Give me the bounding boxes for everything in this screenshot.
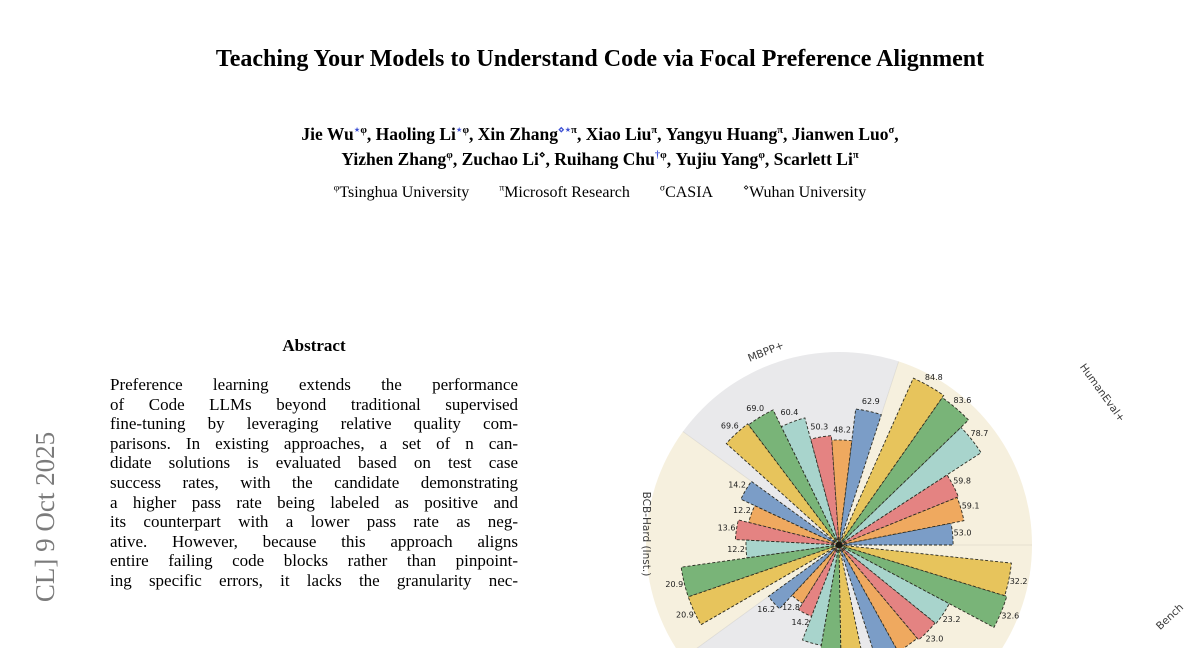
abstract-line: its counterpart with a lower pass rate a… xyxy=(110,512,518,532)
affiliations: φTsinghua University πMicrosoft Research σ… xyxy=(333,182,867,201)
bar-value-label: 50.3 xyxy=(810,423,828,432)
superscript-marker: φ xyxy=(360,125,367,137)
chart-bar-yellow xyxy=(687,544,840,626)
bar-value-label: 20.9 xyxy=(665,580,683,589)
chart-bar-yellow xyxy=(838,377,945,546)
chart-bar-green xyxy=(747,409,840,546)
superscript-marker: φ xyxy=(758,150,765,162)
bar-value-label: 59.1 xyxy=(962,502,980,511)
superscript-marker: π xyxy=(651,125,658,137)
bar-value-label: 16.2 xyxy=(757,605,775,614)
chart-bar-green xyxy=(820,544,842,648)
abstract-text: Preference learning extends the performa… xyxy=(110,375,518,591)
chart-bar-blue xyxy=(767,544,840,610)
bar-value-label: 23.2 xyxy=(943,615,961,624)
abstract-line: entire failing code blocks rather than p… xyxy=(110,551,518,571)
bar-value-label: 32.6 xyxy=(1001,612,1019,621)
bar-value-label: 78.7 xyxy=(970,429,988,438)
bar-value-label: 12.2 xyxy=(727,545,745,554)
superscript-marker: ⋆ xyxy=(455,125,463,137)
chart-sector-label: BCB-Hard (Inst.) xyxy=(640,491,652,577)
superscript-marker: ⋆ xyxy=(353,125,361,137)
superscript-marker: † xyxy=(654,150,661,162)
superscript-marker: φ xyxy=(446,150,453,162)
bar-value-label: 60.4 xyxy=(780,408,798,417)
abstract-line: ative. However, because this approach al… xyxy=(110,531,518,551)
rose-chart-svg: 53.0 59.1 59.8 78.7 83.6 84.8 62.9 48.2 50.3 60.4… xyxy=(646,351,1032,648)
author-line-2: Yizhen Zhangφ, Zuchao Li⋄, Ruihang Chu†φ… xyxy=(341,149,859,169)
chart-bar-blue xyxy=(740,480,840,546)
superscript-marker: π xyxy=(499,182,505,194)
bar-value-label: 32.2 xyxy=(1010,577,1028,586)
abstract-line: ing specific errors, it lacks the granul… xyxy=(110,570,518,590)
superscript-marker: φ xyxy=(462,125,470,137)
superscript-marker: π xyxy=(852,150,859,162)
chart-bar-yellow xyxy=(725,423,840,546)
bar-value-label: 14.2 xyxy=(728,481,746,490)
bar-value-label: 23.0 xyxy=(925,634,943,643)
arxiv-watermark: CL] 9 Oct 2025 xyxy=(30,431,60,603)
bar-value-label: 69.6 xyxy=(721,421,739,430)
bar-value-label: 12.8 xyxy=(782,603,800,612)
superscript-marker: ⋄ xyxy=(538,150,546,162)
chart-bar-teal xyxy=(838,544,950,625)
bar-value-label: 13.6 xyxy=(718,524,736,533)
abstract-line: Preference learning extends the performa… xyxy=(110,375,518,394)
superscript-marker: ⋄ xyxy=(743,182,750,194)
chart-bar-orange xyxy=(791,544,840,605)
chart-bar-green xyxy=(838,544,1008,629)
chart-bar-orange xyxy=(838,544,918,648)
chart-bar-blue xyxy=(838,408,882,546)
chart-bar-red xyxy=(734,519,840,546)
bar-value-label: 69.0 xyxy=(746,404,764,413)
author-line-1: Jie Wu⋆φ, Haoling Li⋆φ, Xin Zhang⋄⋆π, Xi… xyxy=(301,124,899,144)
bar-value-label: 84.8 xyxy=(925,373,943,382)
bar-value-label: 53.0 xyxy=(954,529,972,538)
superscript-marker: π xyxy=(777,125,783,137)
abstract-line: fine-tuning by leveraging relative quali… xyxy=(110,414,518,434)
chart-bar-blue xyxy=(838,544,897,648)
superscript-marker: ⋆ xyxy=(564,125,572,137)
chart-center-dot xyxy=(835,541,843,549)
superscript-marker: σ xyxy=(888,125,895,137)
abstract-heading: Abstract xyxy=(282,336,346,355)
paper-title: Teaching Your Models to Understand Code … xyxy=(215,46,985,72)
chart-bar-green xyxy=(680,544,840,598)
chart-bar-yellow xyxy=(838,544,1012,597)
bar-value-label: 83.6 xyxy=(953,396,971,405)
superscript-marker: σ xyxy=(659,182,666,194)
abstract-line: a higher pass rate being labeled as posi… xyxy=(110,492,518,512)
bar-value-label: 62.9 xyxy=(862,397,880,406)
chart-bar-green xyxy=(838,396,970,546)
abstract-line: success rates, with the candidate demons… xyxy=(110,472,518,492)
superscript-marker: φ xyxy=(660,150,667,162)
abstract-line: didate solutions is evaluated based on t… xyxy=(110,453,518,473)
superscript-marker: ⋄ xyxy=(558,125,565,137)
abstract-line: of Code LLMs beyond traditional supervis… xyxy=(110,394,518,414)
bar-value-label: 48.2 xyxy=(833,426,851,435)
bar-value-label: 59.8 xyxy=(953,476,971,485)
benchmark-rose-chart: 53.0 59.1 59.8 78.7 83.6 84.8 62.9 48.2 50.3 60.4… xyxy=(600,335,1200,648)
superscript-marker: π xyxy=(571,125,577,137)
bar-value-label: 14.2 xyxy=(791,618,809,627)
bar-value-label: 12.2 xyxy=(733,506,751,515)
bar-value-label: 20.9 xyxy=(676,611,694,620)
superscript-marker: φ xyxy=(333,182,340,194)
abstract-line: parisons. In existing approaches, a set … xyxy=(110,433,518,453)
abstract-section: Abstract Preference learning extends the… xyxy=(110,336,518,591)
chart-bar-red xyxy=(838,474,959,546)
